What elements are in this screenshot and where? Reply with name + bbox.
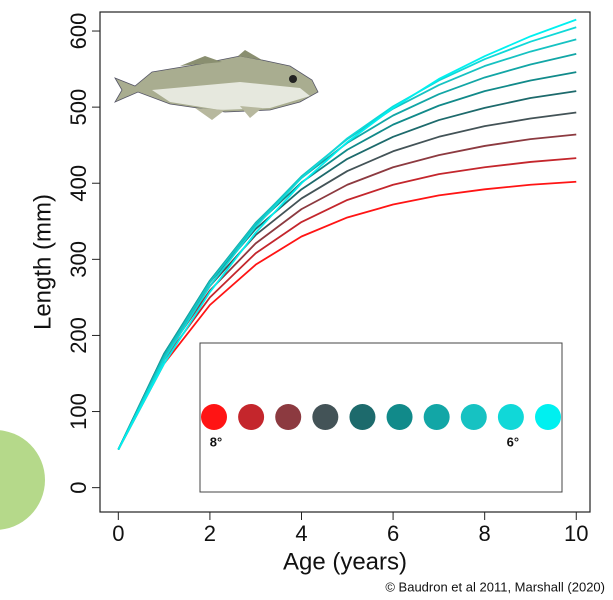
fish — [115, 50, 318, 120]
legend-swatch — [201, 404, 227, 430]
y-tick-label: 600 — [66, 13, 91, 50]
legend-swatch — [387, 404, 413, 430]
legend-label: 6° — [507, 434, 519, 449]
x-tick-label: 6 — [387, 521, 399, 546]
x-tick-label: 4 — [295, 521, 307, 546]
legend-swatch — [275, 404, 301, 430]
y-tick-label: 400 — [66, 165, 91, 202]
y-tick-label: 500 — [66, 89, 91, 126]
legend-label: 8° — [210, 434, 222, 449]
x-tick-label: 2 — [204, 521, 216, 546]
y-tick-label: 0 — [66, 482, 91, 494]
y-axis-label: Length (mm) — [29, 194, 56, 330]
credit: © Baudron et al 2011, Marshall (2020) — [385, 579, 605, 594]
x-tick-label: 0 — [112, 521, 124, 546]
y-tick-label: 300 — [66, 241, 91, 278]
legend-swatch — [312, 404, 338, 430]
legend-swatch — [238, 404, 264, 430]
page: {"chart_data": {"type": "line", "xlabel"… — [0, 0, 613, 600]
x-tick-label: 8 — [479, 521, 491, 546]
x-axis-label: Age (years) — [283, 548, 407, 575]
decor-circle — [0, 430, 45, 530]
legend-swatch — [349, 404, 375, 430]
legend-swatch — [535, 404, 561, 430]
legend-swatch — [461, 404, 487, 430]
legend-swatch — [498, 404, 524, 430]
x-tick-label: 10 — [564, 521, 588, 546]
y-tick-label: 200 — [66, 317, 91, 354]
body: Age (years) Length (mm) © Baudron et al … — [0, 0, 613, 600]
legend-swatch — [424, 404, 450, 430]
chart: Age (years) Length (mm) © Baudron et al … — [0, 0, 613, 600]
y-tick-label: 100 — [66, 393, 91, 430]
